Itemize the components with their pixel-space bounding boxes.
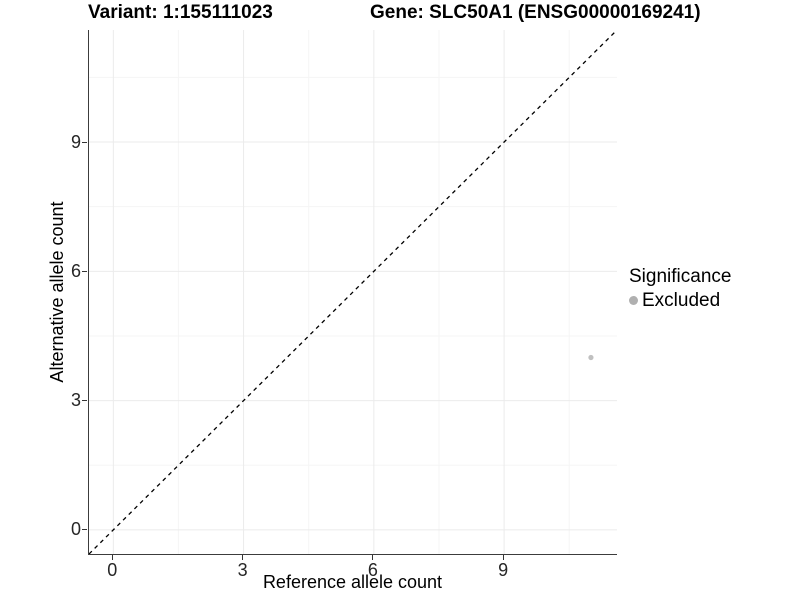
x-tick-label: 9 [498, 560, 509, 580]
legend: Significance Excluded [629, 266, 731, 311]
x-axis-title: Reference allele count [262, 572, 443, 592]
plot-area-svg [89, 30, 617, 554]
x-tick-label: 6 [367, 560, 378, 580]
x-tick-label: 0 [107, 560, 118, 580]
plot-title-variant: Variant: 1:155111023 [88, 2, 273, 23]
plot-title-gene: Gene: SLC50A1 (ENSG00000169241) [370, 2, 701, 23]
x-axis-tick [242, 555, 244, 560]
y-tick-label: 0 [70, 519, 81, 540]
y-tick-label: 9 [70, 131, 81, 152]
legend-entry-excluded: Excluded [629, 290, 731, 311]
legend-title: Significance [629, 266, 732, 287]
data-point [588, 354, 594, 361]
x-axis-tick [502, 555, 504, 560]
y-tick-label: 6 [70, 260, 81, 281]
plot-panel [88, 30, 617, 555]
y-axis-tick [82, 270, 87, 272]
identity-reference-line [89, 30, 617, 554]
y-axis-title: Alternative allele count [47, 201, 67, 383]
x-axis-tick [372, 555, 374, 560]
x-tick-label: 3 [237, 560, 248, 580]
y-tick-label: 3 [70, 390, 81, 411]
y-axis-tick [82, 529, 87, 531]
y-axis-tick [82, 400, 87, 402]
x-axis-tick [111, 555, 113, 560]
legend-entry-label: Excluded [642, 290, 721, 311]
y-axis-tick [82, 141, 87, 143]
legend-key-dot-icon [629, 296, 638, 305]
